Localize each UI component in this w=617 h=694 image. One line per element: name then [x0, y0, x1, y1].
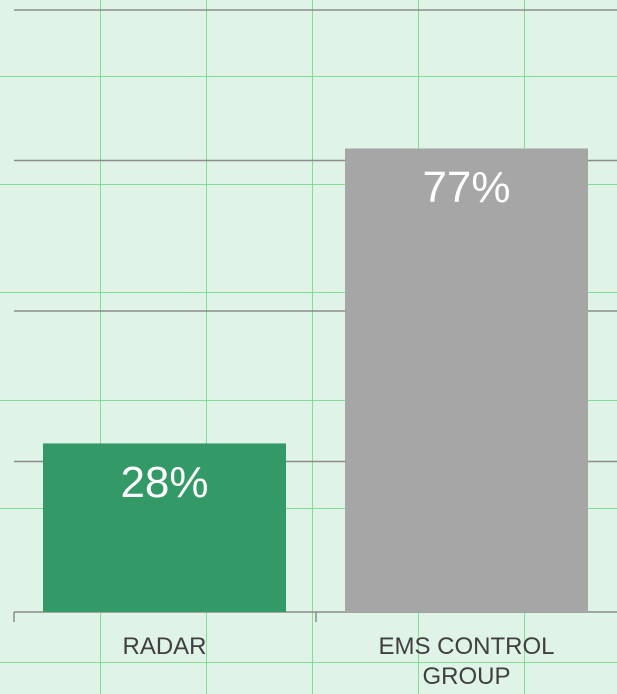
x-tick-label: RADAR: [122, 633, 207, 660]
bar: [43, 443, 286, 612]
data-label: 28%: [120, 458, 208, 507]
x-tick-label: EMS CONTROL GROUP: [378, 633, 555, 690]
bar: [345, 148, 588, 612]
data-label: 77%: [422, 163, 510, 212]
